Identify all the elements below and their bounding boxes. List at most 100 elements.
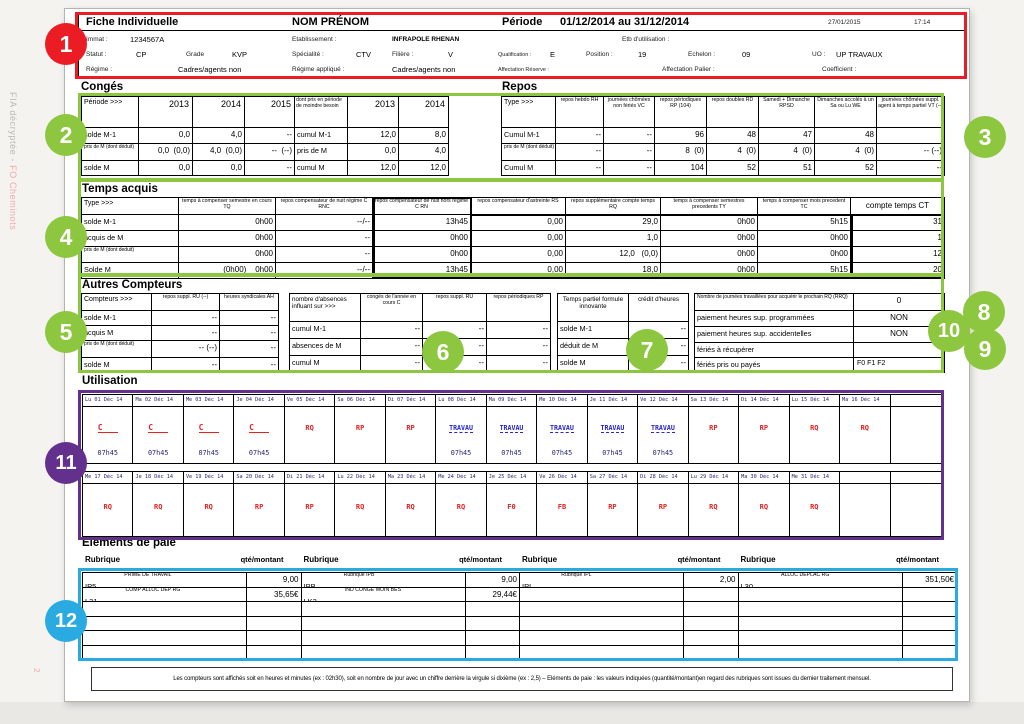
cell: 48 <box>707 128 759 144</box>
cell: -- <box>487 339 551 356</box>
cell: 0h00 <box>758 231 851 247</box>
day-time <box>386 449 435 463</box>
cell: -- <box>152 326 220 341</box>
cell: -- <box>276 231 373 247</box>
day-date <box>890 472 941 484</box>
row-label: solde M-1 <box>82 128 139 144</box>
column-header: temps à compenser semestre en cours TQ <box>179 198 276 215</box>
day-code-area: RP <box>234 484 283 530</box>
day-code-area: C <box>83 407 132 449</box>
row-label: Cumul M <box>502 161 556 176</box>
day-cell: Ve 26 Déc 14 FB <box>537 472 588 536</box>
cell: -- <box>556 144 604 161</box>
cell: 4 (0) <box>759 144 815 161</box>
day-code-area: RQ <box>133 484 182 530</box>
day-time <box>588 530 637 536</box>
day-date: Lu 08 Déc 14 <box>436 395 486 407</box>
day-code-area: TRAVAU <box>487 407 536 449</box>
annotation-circle-11: 11 <box>45 442 87 484</box>
day-time <box>689 530 738 536</box>
cell: 0,0 <box>139 128 193 144</box>
day-time <box>537 530 586 536</box>
day-code: TRAVAU <box>499 423 524 433</box>
day-code-area: RP <box>285 484 334 530</box>
day-cell: Sa 13 Déc 14 RP <box>688 395 740 463</box>
column-header: journées chômées suppl. agent à temps pa… <box>877 97 945 128</box>
paie-description <box>741 617 769 622</box>
day-cell: Me 17 Déc 14 RQ <box>83 472 134 536</box>
annotation-circle-12: 12 <box>45 600 87 642</box>
column-header: Type >>> <box>82 198 179 215</box>
paie-description: Rubrique IPL <box>561 573 592 578</box>
day-code-area: TRAVAU <box>436 407 485 449</box>
echelon-label: Echelon : <box>688 51 716 58</box>
cell: cumul M <box>295 161 348 176</box>
paie-amount <box>684 645 739 660</box>
paie-rubrique-cell <box>520 645 684 660</box>
paie-amount: 2,00 <box>684 573 739 588</box>
filiere-label: Filière : <box>392 51 414 58</box>
paie-description <box>304 631 332 636</box>
day-cell: Je 18 Déc 14 RQ <box>133 472 184 536</box>
cell: 0,00 <box>471 215 566 231</box>
column-header: repos compensateur de nuit régime C RNC <box>276 198 373 215</box>
annotation-circle-5: 5 <box>45 311 87 353</box>
paie-code: IPL <box>522 582 534 588</box>
day-time: 07h45 <box>147 449 169 457</box>
day-date: Je 11 Déc 14 <box>587 395 638 407</box>
cell: -- <box>604 144 655 161</box>
day-time <box>285 530 334 536</box>
paie-description <box>304 646 332 651</box>
day-date: Me 24 Déc 14 <box>436 472 486 484</box>
column-header: repos doubles RD <box>707 97 759 128</box>
paie-description: Rubrique IPB <box>343 573 375 578</box>
paie-rubrique-cell <box>738 616 903 631</box>
doc-title: Fiche Individuelle <box>86 16 179 28</box>
day-cell: Sa 27 Déc 14 RP <box>587 472 639 536</box>
conges-title: Congés <box>81 81 124 93</box>
row-label: Solde M <box>82 263 179 279</box>
cell: 8 (0) <box>655 144 707 161</box>
cell: 0 <box>854 294 945 311</box>
cell: 8,0 <box>399 128 449 144</box>
day-time <box>891 530 941 536</box>
paie-description <box>741 588 769 593</box>
print-date: 27/01/2015 <box>828 19 861 26</box>
paie-rubrique-cell <box>738 587 903 602</box>
cell: 0h00 <box>179 215 276 231</box>
paie-amount: 9,00 <box>247 573 302 588</box>
cell: 4,0 <box>399 144 449 161</box>
cell: 4 (0) <box>815 144 877 161</box>
row-label: fériés pris ou payés <box>695 358 854 373</box>
day-code: RQ <box>709 503 718 511</box>
cell: 0h00 <box>373 231 471 247</box>
column-header: repos compensateur d'astreinte RS <box>471 198 566 215</box>
paie-amount: 29,44€ <box>465 587 520 602</box>
day-date: Sa 06 Déc 14 <box>335 395 385 407</box>
day-code-area: TRAVAU <box>537 407 586 449</box>
cell: 0h00 <box>661 263 758 279</box>
specialite-value: CTV <box>356 50 371 59</box>
paie-rubrique-cell: IPB Rubrique IPB <box>301 573 466 588</box>
immat-label: Immat : <box>86 36 108 43</box>
cell: -- <box>220 326 279 341</box>
row-label: solde M-1 <box>558 322 629 339</box>
cell: -- <box>220 358 279 373</box>
column-header: Temps partiel formule innovante <box>558 294 629 322</box>
paie-rubrique-cell <box>83 645 247 660</box>
day-cell: Di 21 Déc 14 RP <box>284 472 336 536</box>
paie-amount: 9,00 <box>465 573 520 588</box>
day-date: Lu 15 Déc 14 <box>789 395 840 407</box>
paie-description <box>741 602 769 607</box>
day-time <box>790 530 839 536</box>
cell: 12,0 <box>399 161 449 176</box>
row-label: acquis M <box>82 326 152 341</box>
column-header: repos supplémentaire compte temps RQ <box>566 198 661 215</box>
cell: 0h00 <box>661 247 758 263</box>
day-code-area: RQ <box>436 484 485 530</box>
day-date: Me 03 Déc 14 <box>183 395 234 407</box>
utilisation-calendar-week-2: Me 17 Déc 14 RQ Je 18 Déc 14 RQ Ve 19 Déc 14… <box>82 471 942 537</box>
statut-value: CP <box>136 50 147 59</box>
utilisation-calendar-week-1: Lu 01 Déc 14 C 07h45 Ma 02 Déc 14 C 07h45 Me 0… <box>82 394 942 464</box>
day-date: Lu 29 Déc 14 <box>688 472 739 484</box>
